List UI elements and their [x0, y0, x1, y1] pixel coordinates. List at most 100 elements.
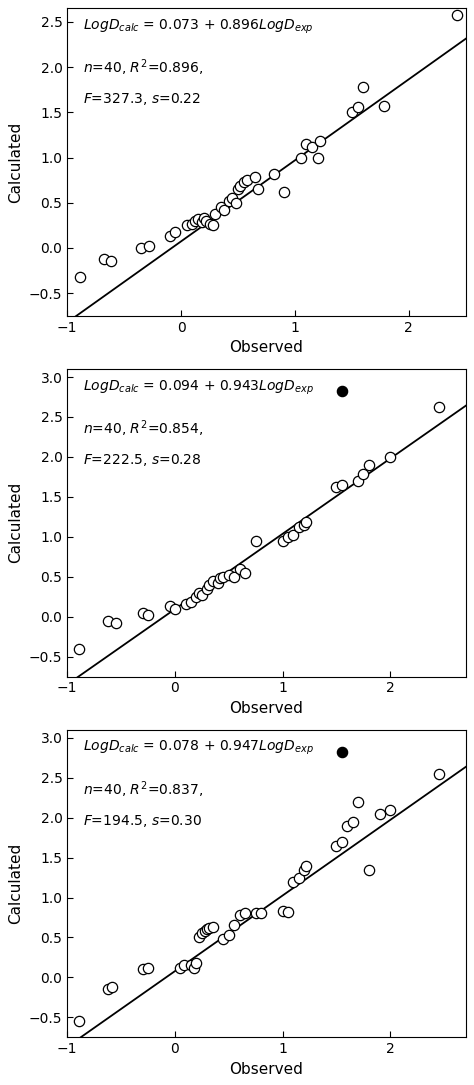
Point	[209, 918, 217, 935]
Point	[354, 472, 362, 489]
Point	[302, 136, 310, 153]
Point	[75, 640, 83, 658]
Point	[192, 955, 200, 972]
Point	[195, 584, 202, 601]
Y-axis label: Calculated: Calculated	[9, 122, 23, 203]
Text: $\mathit{F}$=222.5, $\mathit{s}$=0.28: $\mathit{F}$=222.5, $\mathit{s}$=0.28	[83, 452, 201, 468]
Text: $Log\mathit{D}_{calc}$ = 0.073 + 0.896$Log\mathit{D}_{exp}$: $Log\mathit{D}_{calc}$ = 0.073 + 0.896$L…	[83, 17, 314, 36]
Point	[435, 765, 443, 782]
Point	[104, 981, 112, 998]
Point	[144, 959, 152, 976]
Point	[333, 837, 340, 854]
Point	[112, 614, 119, 631]
Point	[290, 526, 297, 544]
Point	[230, 569, 238, 586]
Text: $\mathit{F}$=327.3, $\mathit{s}$=0.22: $\mathit{F}$=327.3, $\mathit{s}$=0.22	[83, 91, 201, 107]
Point	[271, 165, 278, 182]
Point	[243, 171, 251, 189]
Point	[182, 596, 190, 613]
Point	[354, 99, 361, 116]
Text: $Log\mathit{D}_{calc}$ = 0.078 + 0.947$Log\mathit{D}_{exp}$: $Log\mathit{D}_{calc}$ = 0.078 + 0.947$L…	[83, 739, 314, 757]
Point	[187, 593, 195, 611]
Point	[257, 905, 265, 922]
Point	[214, 574, 222, 591]
Point	[314, 149, 321, 166]
Point	[76, 268, 83, 285]
Point	[187, 957, 195, 974]
Point	[228, 190, 236, 207]
Text: $\mathit{n}$=40, $\mathit{R}^{2}$=0.837,: $\mathit{n}$=40, $\mathit{R}^{2}$=0.837,	[83, 779, 203, 800]
Point	[172, 224, 179, 241]
Point	[284, 528, 292, 546]
Point	[284, 903, 292, 920]
Point	[225, 566, 233, 584]
Point	[453, 7, 460, 24]
Point	[316, 132, 324, 150]
Point	[176, 959, 184, 976]
Point	[360, 465, 367, 483]
Point	[338, 383, 346, 400]
Point	[349, 813, 356, 830]
Point	[211, 205, 219, 222]
X-axis label: Observed: Observed	[229, 341, 303, 355]
Point	[209, 217, 217, 234]
Point	[180, 957, 187, 974]
Point	[236, 906, 243, 923]
Point	[192, 588, 200, 605]
Point	[297, 149, 304, 166]
Point	[220, 202, 228, 219]
Point	[252, 905, 259, 922]
Point	[217, 199, 225, 216]
Text: $\mathit{F}$=194.5, $\mathit{s}$=0.30: $\mathit{F}$=194.5, $\mathit{s}$=0.30	[83, 813, 202, 829]
Point	[290, 872, 297, 890]
Point	[206, 919, 213, 936]
Point	[225, 927, 233, 944]
Point	[225, 192, 233, 209]
Point	[109, 979, 116, 996]
Point	[344, 817, 351, 834]
Point	[200, 209, 208, 227]
X-axis label: Observed: Observed	[229, 1061, 303, 1076]
Text: $Log\mathit{D}_{calc}$ = 0.094 + 0.943$Log\mathit{D}_{exp}$: $Log\mathit{D}_{calc}$ = 0.094 + 0.943$L…	[83, 379, 314, 397]
Point	[333, 478, 340, 496]
Point	[203, 921, 211, 939]
Point	[338, 833, 346, 851]
Point	[206, 576, 213, 593]
Point	[295, 869, 302, 886]
Point	[137, 240, 145, 257]
Point	[75, 1012, 83, 1030]
Point	[171, 600, 179, 617]
Point	[234, 180, 242, 197]
Point	[230, 917, 238, 934]
Point	[255, 180, 262, 197]
Point	[380, 98, 388, 115]
Point	[279, 903, 286, 920]
Point	[359, 78, 367, 95]
Point	[338, 743, 346, 761]
Point	[209, 572, 217, 589]
Point	[251, 169, 259, 187]
Y-axis label: Calculated: Calculated	[9, 482, 23, 563]
Point	[100, 251, 108, 268]
Point	[206, 216, 213, 233]
Point	[144, 607, 152, 624]
Point	[376, 805, 383, 822]
Point	[280, 183, 287, 201]
Point	[219, 930, 227, 947]
Point	[191, 959, 198, 976]
Point	[189, 215, 196, 232]
Point	[107, 252, 114, 269]
Point	[354, 793, 362, 810]
Point	[279, 532, 286, 549]
Point	[146, 238, 153, 255]
Point	[198, 586, 206, 603]
Y-axis label: Calculated: Calculated	[9, 843, 23, 924]
Point	[166, 598, 173, 615]
Point	[295, 519, 302, 536]
Point	[104, 612, 112, 629]
Point	[139, 960, 146, 978]
Point	[365, 860, 373, 878]
Point	[365, 456, 373, 473]
Point	[216, 570, 224, 587]
Point	[219, 569, 227, 586]
